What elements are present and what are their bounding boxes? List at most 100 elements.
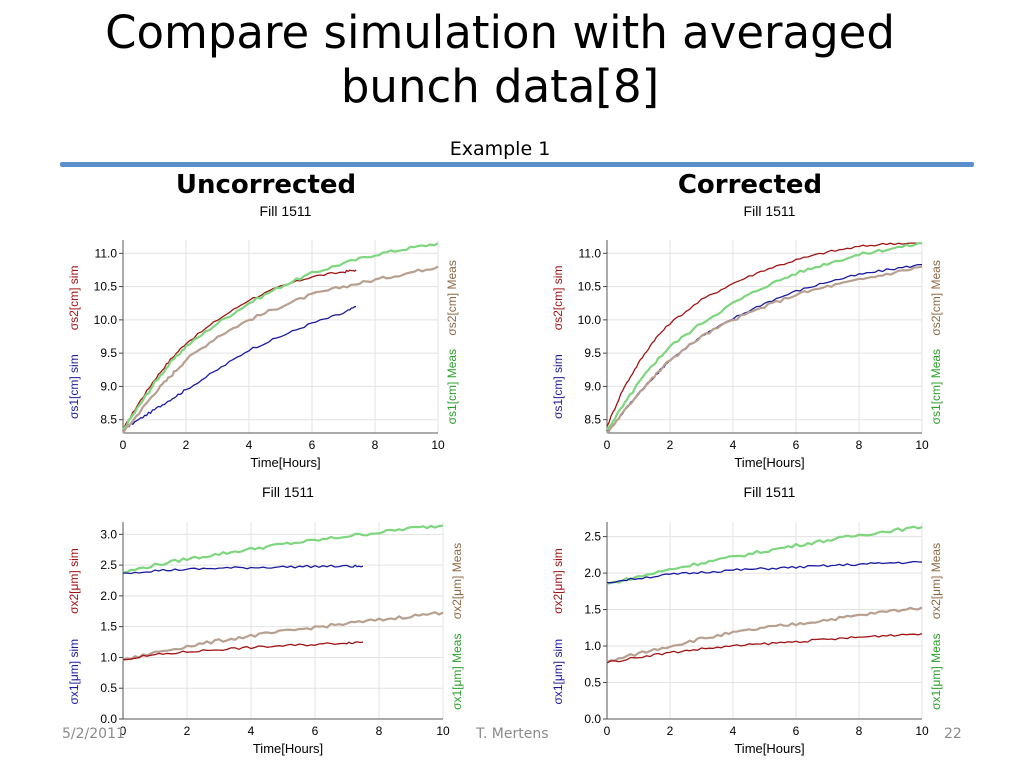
x-tick-label: 10 xyxy=(436,724,450,738)
y-axis-label-sim-1: σx1[μm] sim xyxy=(67,639,81,705)
corrected-heading: Corrected xyxy=(677,170,823,200)
series-line-sim-2 xyxy=(122,641,364,661)
emittance-uncorrected: Fill 1511 0 2 4 6 8 10 0.0 0.5 1.0 1.5 2.0 2.5 3.0 Tim… xyxy=(67,484,464,756)
y-axis-label-sim-2: σs2[cm] sim xyxy=(551,266,565,331)
y-tick-label: 2.0 xyxy=(584,566,601,580)
y-axis-label-meas-1: σs1[cm] Meas xyxy=(445,349,459,424)
y-axis-label-meas-2: σs2[cm] Meas xyxy=(445,260,459,335)
y-axis-label-meas-2: σx2[μm] Meas xyxy=(450,543,464,619)
footer-page-number: 22 xyxy=(944,726,962,742)
title-divider xyxy=(60,162,974,167)
x-tick-label: 10 xyxy=(431,438,445,452)
y-tick-label: 2.5 xyxy=(100,558,117,572)
chart-title: Fill 1511 xyxy=(260,203,312,219)
series-line-sim-1 xyxy=(606,560,923,584)
x-tick-label: 4 xyxy=(730,438,737,452)
x-tick-label: 10 xyxy=(915,724,929,738)
y-tick-label: 0.0 xyxy=(584,712,601,726)
x-tick-label: 2 xyxy=(183,438,190,452)
y-axis-label-meas-2: σs2[cm] Meas xyxy=(929,260,943,335)
x-axis-label: Time[Hours] xyxy=(734,741,804,756)
series-line-meas-2 xyxy=(122,611,444,662)
x-tick-label: 2 xyxy=(667,724,674,738)
series-line-sim-2 xyxy=(122,269,357,430)
emittance-corrected: Fill 1511 0 2 4 6 8 10 0.0 0.5 1.0 1.5 2.0 2.5 Time[H… xyxy=(551,484,943,756)
series-line-meas-1 xyxy=(606,242,923,431)
bunch-length-uncorrected: Fill 1511 0 2 4 6 8 10 8.5 9.0 9.5 10.0 10.5 11.0 Tim… xyxy=(67,203,459,470)
x-tick-label: 0 xyxy=(604,724,611,738)
series-line-meas-1 xyxy=(122,524,444,574)
y-axis-label-sim-2: σx2[μm] sim xyxy=(67,548,81,614)
bunch-length-corrected: Fill 1511 0 2 4 6 8 10 8.5 9.0 9.5 10.0 10.5 11.0 Tim… xyxy=(551,203,943,470)
y-axis-label-sim-1: σs1[cm] sim xyxy=(551,354,565,419)
y-axis-label-meas-1: σs1[cm] Meas xyxy=(929,349,943,424)
y-tick-label: 0.5 xyxy=(100,681,117,695)
x-tick-label: 4 xyxy=(248,724,255,738)
footer-date: 5/2/2011 xyxy=(62,726,125,742)
series-line-meas-2 xyxy=(606,265,923,434)
x-tick-label: 4 xyxy=(246,438,253,452)
series-line-sim-2 xyxy=(606,242,922,427)
y-tick-label: 3.0 xyxy=(100,527,117,541)
x-tick-label: 2 xyxy=(184,724,191,738)
y-tick-label: 1.5 xyxy=(584,603,601,617)
slide-subtitle: Example 1 xyxy=(449,138,551,160)
x-tick-label: 4 xyxy=(730,724,737,738)
x-axis-label: Time[Hours] xyxy=(250,455,320,470)
series-line-sim-1 xyxy=(123,564,364,575)
y-tick-label: 10.5 xyxy=(94,280,118,294)
x-tick-label: 6 xyxy=(793,438,800,452)
y-tick-label: 8.5 xyxy=(100,413,117,427)
x-tick-label: 0 xyxy=(120,438,127,452)
series-line-sim-1 xyxy=(606,263,922,434)
series-line-meas-1 xyxy=(122,242,439,431)
y-tick-label: 1.5 xyxy=(100,620,117,634)
series-line-meas-2 xyxy=(606,606,923,664)
y-axis-label-meas-1: σx1[μm] Meas xyxy=(929,634,943,710)
y-axis-label-meas-2: σx2[μm] Meas xyxy=(929,543,943,619)
y-tick-label: 10.5 xyxy=(578,280,602,294)
y-tick-label: 1.0 xyxy=(584,639,601,653)
series-line-sim-1 xyxy=(122,305,357,431)
x-axis-label: Time[Hours] xyxy=(253,741,323,756)
y-axis-label-sim-1: σx1[μm] sim xyxy=(551,639,565,705)
footer-author: T. Mertens xyxy=(476,726,549,742)
chart-title: Fill 1511 xyxy=(262,484,314,500)
y-tick-label: 0.0 xyxy=(100,712,117,726)
x-tick-label: 8 xyxy=(376,724,383,738)
x-tick-label: 10 xyxy=(915,438,929,452)
y-axis-label-sim-2: σs2[cm] sim xyxy=(67,266,81,331)
x-tick-label: 8 xyxy=(856,438,863,452)
x-tick-label: 2 xyxy=(667,438,674,452)
slide-title-line2: bunch data[8] xyxy=(340,60,660,113)
y-tick-label: 2.0 xyxy=(100,589,117,603)
x-tick-label: 6 xyxy=(312,724,319,738)
uncorrected-heading: Uncorrected xyxy=(175,170,357,200)
series-line-meas-2 xyxy=(122,265,439,434)
y-axis-label-sim-2: σx2[μm] sim xyxy=(551,548,565,614)
y-tick-label: 8.5 xyxy=(584,413,601,427)
slide-title-line1: Compare simulation with averaged xyxy=(105,6,895,59)
y-tick-label: 10.0 xyxy=(578,313,602,327)
x-tick-label: 6 xyxy=(793,724,800,738)
series-line-meas-1 xyxy=(606,525,923,586)
y-tick-label: 2.5 xyxy=(584,530,601,544)
chart-title: Fill 1511 xyxy=(744,203,796,219)
y-tick-label: 1.0 xyxy=(100,650,117,664)
x-tick-label: 8 xyxy=(372,438,379,452)
y-tick-label: 11.0 xyxy=(95,246,118,260)
x-tick-label: 6 xyxy=(309,438,316,452)
y-tick-label: 9.0 xyxy=(100,379,117,393)
y-tick-label: 11.0 xyxy=(579,246,602,260)
series-line-sim-2 xyxy=(606,632,923,664)
chart-title: Fill 1511 xyxy=(744,484,796,500)
y-axis-label-meas-1: σx1[μm] Meas xyxy=(450,634,464,710)
slide-title: Compare simulation with averaged bunch d… xyxy=(0,6,1000,114)
y-axis-label-sim-1: σs1[cm] sim xyxy=(67,354,81,419)
y-tick-label: 9.0 xyxy=(584,379,601,393)
x-tick-label: 0 xyxy=(604,438,611,452)
y-tick-label: 9.5 xyxy=(584,346,601,360)
x-axis-label: Time[Hours] xyxy=(734,455,804,470)
x-tick-label: 0 xyxy=(120,724,127,738)
